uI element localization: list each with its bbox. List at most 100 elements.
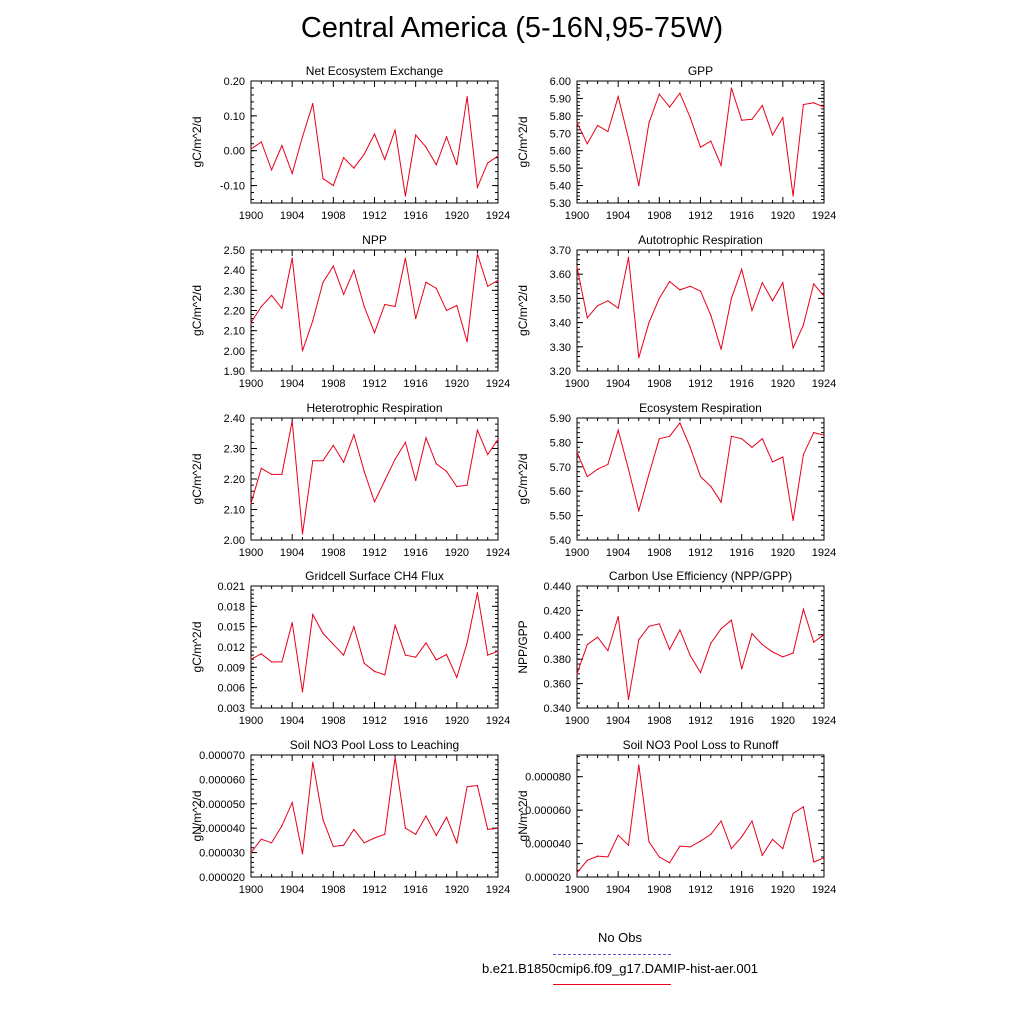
y-tick-label: 1.90 — [224, 366, 245, 378]
data-point — [270, 169, 273, 171]
data-point — [404, 257, 406, 259]
plot-frame — [576, 80, 825, 204]
data-point — [250, 322, 252, 324]
data-point — [270, 473, 273, 476]
data-point — [576, 872, 578, 874]
data-point — [627, 468, 630, 470]
data-point — [751, 309, 753, 312]
data-point — [679, 92, 681, 94]
data-point — [627, 256, 630, 258]
x-tick-label: 1912 — [362, 210, 386, 222]
y-tick-label: 0.000040 — [199, 823, 245, 835]
data-point — [679, 629, 681, 631]
data-point — [487, 285, 489, 287]
y-tick-label: 5.70 — [550, 462, 571, 474]
legend-model-label: b.e21.B1850cmip6.f09_g17.DAMIP-hist-aer.… — [481, 961, 759, 976]
data-point — [730, 87, 732, 89]
y-axis-label: gC/m^2/d — [516, 454, 530, 505]
data-point — [741, 668, 743, 670]
data-point — [751, 118, 753, 120]
data-point — [456, 842, 458, 844]
plot-frame — [576, 754, 825, 878]
series-line-model — [250, 96, 499, 197]
y-axis-label: NPP/GPP — [516, 620, 530, 673]
data-point — [823, 857, 825, 859]
y-axis-label: gC/m^2/d — [190, 454, 204, 505]
y-tick-label: 5.60 — [550, 146, 571, 158]
plot-frame — [250, 249, 499, 372]
x-tick-label: 1916 — [729, 715, 753, 727]
data-point — [658, 438, 660, 440]
y-tick-label: 5.30 — [550, 198, 571, 210]
data-point — [415, 833, 417, 835]
data-point — [627, 844, 630, 846]
x-tick-label: 1900 — [565, 715, 589, 727]
y-tick-label: 5.50 — [550, 511, 571, 523]
data-point — [802, 324, 805, 326]
data-point — [322, 632, 324, 635]
data-point — [497, 827, 499, 829]
data-point — [466, 341, 468, 343]
y-tick-label: 0.000050 — [199, 799, 245, 811]
x-tick-label: 1908 — [647, 884, 671, 896]
data-point — [250, 658, 252, 660]
data-point — [353, 626, 355, 628]
data-point — [312, 613, 314, 616]
plot-frame — [250, 585, 499, 709]
data-point — [281, 825, 283, 827]
y-tick-label: 3.50 — [550, 293, 571, 305]
x-tick-label: 1920 — [445, 210, 469, 222]
data-point — [332, 444, 334, 447]
data-point — [384, 303, 386, 306]
data-point — [394, 129, 396, 131]
data-point — [373, 501, 376, 503]
data-point — [476, 592, 479, 594]
data-point — [363, 470, 365, 472]
data-point — [497, 438, 499, 440]
y-axis-label: gC/m^2/d — [190, 117, 204, 168]
x-tick-label: 1904 — [280, 378, 304, 390]
x-tick-label: 1900 — [565, 210, 589, 222]
data-point — [415, 479, 417, 482]
data-point — [322, 819, 324, 821]
x-tick-label: 1920 — [771, 715, 795, 727]
data-point — [751, 820, 753, 822]
data-point — [301, 136, 304, 138]
data-point — [679, 289, 681, 291]
x-tick-label: 1908 — [321, 715, 345, 727]
data-point — [435, 287, 437, 289]
x-tick-label: 1900 — [239, 378, 263, 390]
x-tick-label: 1924 — [486, 547, 510, 559]
x-tick-label: 1916 — [403, 884, 427, 896]
data-point — [301, 691, 304, 693]
data-point — [281, 307, 283, 310]
plot-frame — [576, 585, 825, 709]
data-point — [813, 102, 815, 104]
data-point — [823, 634, 825, 636]
x-tick-label: 1924 — [812, 210, 836, 222]
data-point — [741, 438, 743, 440]
data-point — [332, 184, 334, 187]
data-point — [607, 130, 609, 133]
plot-frame — [576, 417, 825, 541]
plot-frame — [250, 754, 499, 878]
data-point — [435, 164, 437, 166]
y-tick-label: 3.70 — [550, 245, 571, 257]
panel-7: Gridcell Surface CH4 Flux gC/m^2/d 1900 190… — [190, 569, 510, 727]
x-tick-label: 1912 — [688, 715, 712, 727]
data-point — [638, 639, 640, 641]
data-point — [730, 847, 732, 850]
data-point — [710, 833, 712, 835]
data-point — [301, 350, 304, 352]
data-point — [415, 134, 417, 136]
data-point — [710, 485, 712, 487]
data-point — [638, 357, 640, 359]
x-tick-label: 1920 — [771, 884, 795, 896]
x-tick-label: 1908 — [647, 715, 671, 727]
data-point — [761, 282, 763, 284]
legend-obs-label: No Obs — [597, 930, 643, 945]
data-point — [466, 642, 468, 644]
x-tick-label: 1916 — [729, 884, 753, 896]
panel-title: Gridcell Surface CH4 Flux — [305, 569, 444, 583]
x-tick-label: 1904 — [280, 547, 304, 559]
